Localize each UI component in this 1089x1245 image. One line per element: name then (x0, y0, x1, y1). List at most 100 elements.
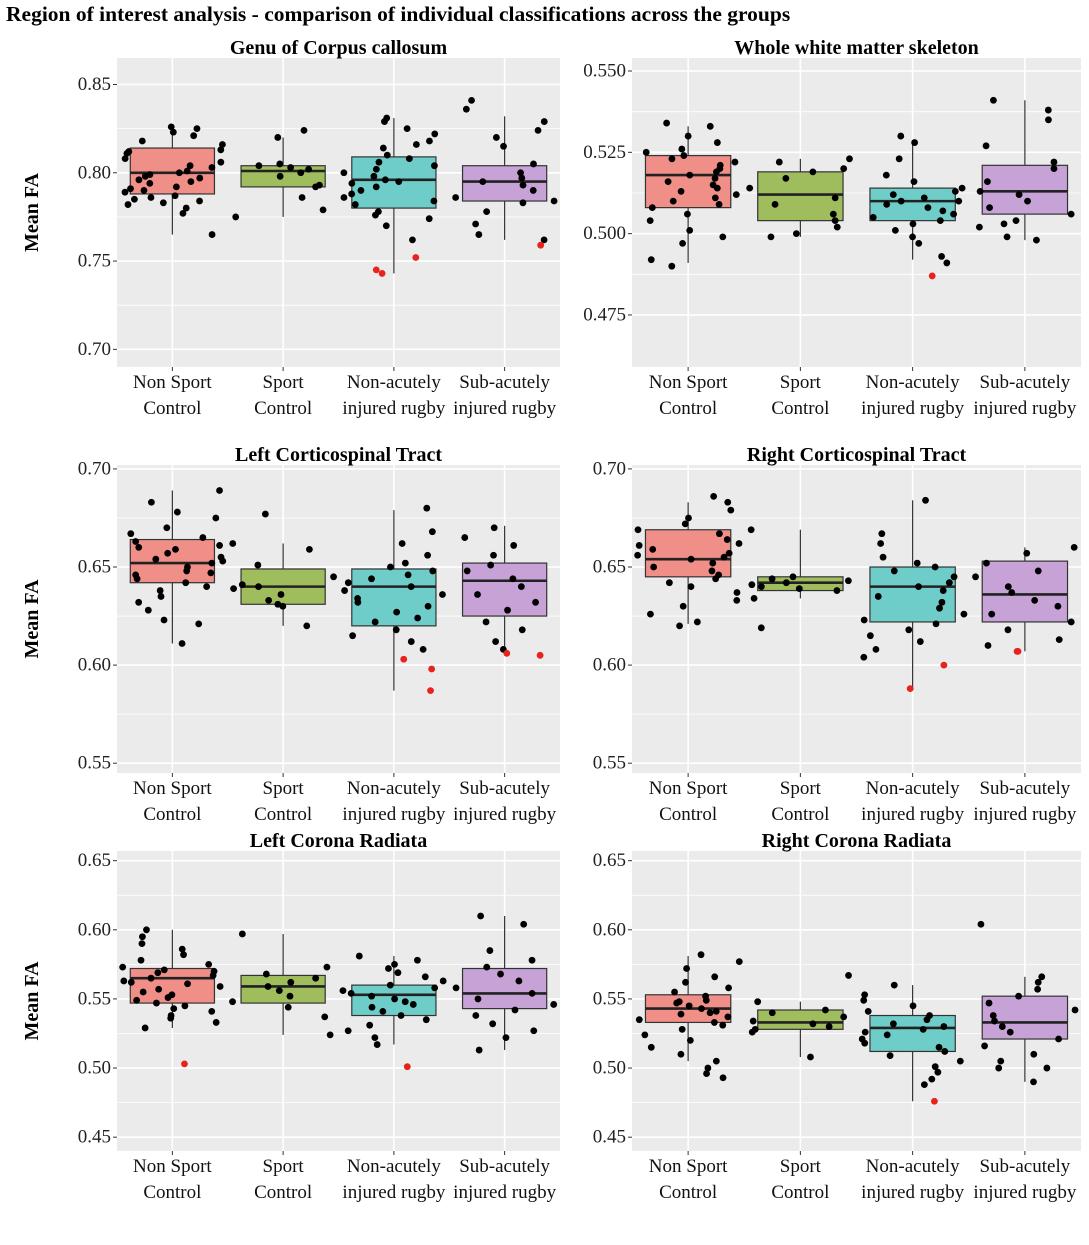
y-axis-label: Mean FA (21, 579, 43, 659)
data-point (381, 176, 389, 184)
data-point (405, 155, 413, 163)
data-point (675, 998, 683, 1006)
data-point (510, 542, 518, 549)
data-point (382, 222, 390, 230)
x-tick-label: injured rugby (973, 1182, 1076, 1203)
data-point (860, 996, 868, 1004)
data-point (207, 569, 215, 577)
data-point (1045, 116, 1052, 124)
data-point (1031, 596, 1039, 604)
box-iqr (869, 187, 956, 222)
data-point (684, 132, 692, 140)
data-point (216, 542, 223, 549)
data-point (500, 142, 507, 150)
data-point (676, 622, 683, 630)
data-point (698, 1005, 705, 1013)
y-tick-label: 0.45 (78, 1127, 111, 1148)
box-iqr (351, 984, 437, 1017)
data-point (205, 960, 213, 968)
data-point (768, 1009, 776, 1017)
data-point (183, 167, 191, 175)
data-point (749, 1017, 757, 1025)
box-iqr (981, 995, 1069, 1040)
data-point (733, 596, 741, 604)
data-point (298, 194, 306, 201)
data-point (184, 980, 191, 988)
data-point (860, 616, 868, 624)
data-point (807, 1053, 814, 1061)
data-point (1038, 973, 1046, 981)
data-point (379, 144, 387, 152)
x-tick-label: injured rugby (861, 804, 964, 825)
data-point (936, 604, 943, 612)
data-point (372, 183, 380, 191)
data-point (809, 168, 817, 176)
panel-title: Right Corona Radiata (762, 830, 952, 852)
plot-background (117, 465, 560, 773)
data-point (140, 187, 148, 194)
data-point (1004, 583, 1012, 591)
data-point (479, 178, 487, 186)
box-iqr (869, 566, 956, 623)
panel-title: Right Corticospinal Tract (747, 444, 967, 466)
data-point (982, 142, 990, 150)
data-point (677, 1050, 685, 1058)
chart-panel-4: 0.55 0.60 0.65 0.70 Right Corticospinal Trac… (593, 444, 1081, 825)
data-point (665, 579, 673, 587)
data-point (409, 236, 416, 244)
data-point (265, 596, 273, 604)
data-point (693, 618, 701, 626)
data-point (287, 164, 295, 171)
data-point (182, 579, 190, 587)
data-point (119, 963, 127, 971)
box-iqr (129, 147, 216, 195)
y-tick-label: 0.50 (78, 1058, 111, 1079)
data-point (679, 240, 686, 247)
data-point (515, 977, 523, 985)
data-point (461, 534, 469, 541)
outlier-point (403, 1063, 411, 1071)
data-point (312, 974, 320, 982)
data-point (809, 1020, 817, 1028)
data-point (169, 128, 177, 136)
data-point (989, 1012, 997, 1019)
data-point (121, 188, 129, 196)
x-tick-label: Control (143, 398, 201, 419)
data-point (890, 981, 898, 989)
data-point (712, 1057, 720, 1065)
data-point (909, 1002, 917, 1010)
data-point (387, 563, 394, 571)
data-point (462, 105, 470, 113)
data-point (1004, 626, 1012, 634)
y-tick-label: 0.55 (78, 753, 111, 774)
data-point (255, 583, 262, 591)
y-tick-label: 0.60 (593, 919, 626, 940)
data-point (861, 991, 869, 999)
data-point (650, 563, 658, 571)
box-iqr (351, 568, 437, 627)
data-point (511, 1006, 519, 1014)
data-point (1050, 158, 1058, 166)
data-point (261, 510, 269, 518)
data-point (634, 526, 642, 534)
data-point (208, 559, 216, 567)
data-point (383, 151, 391, 159)
data-point (487, 561, 495, 569)
data-point (452, 984, 460, 992)
data-point (889, 191, 897, 199)
data-point (439, 591, 446, 598)
y-tick-label: 0.60 (78, 655, 111, 676)
box-iqr (240, 974, 326, 1004)
data-point (685, 514, 692, 522)
data-point (379, 1007, 387, 1015)
data-point (372, 211, 379, 219)
data-point (1023, 549, 1031, 557)
data-point (147, 974, 155, 982)
data-point (519, 181, 527, 189)
data-point (208, 164, 216, 171)
data-point (232, 213, 240, 221)
y-tick-label: 0.55 (593, 753, 626, 774)
data-point (891, 226, 899, 234)
data-point (482, 618, 490, 626)
data-point (840, 1013, 848, 1021)
